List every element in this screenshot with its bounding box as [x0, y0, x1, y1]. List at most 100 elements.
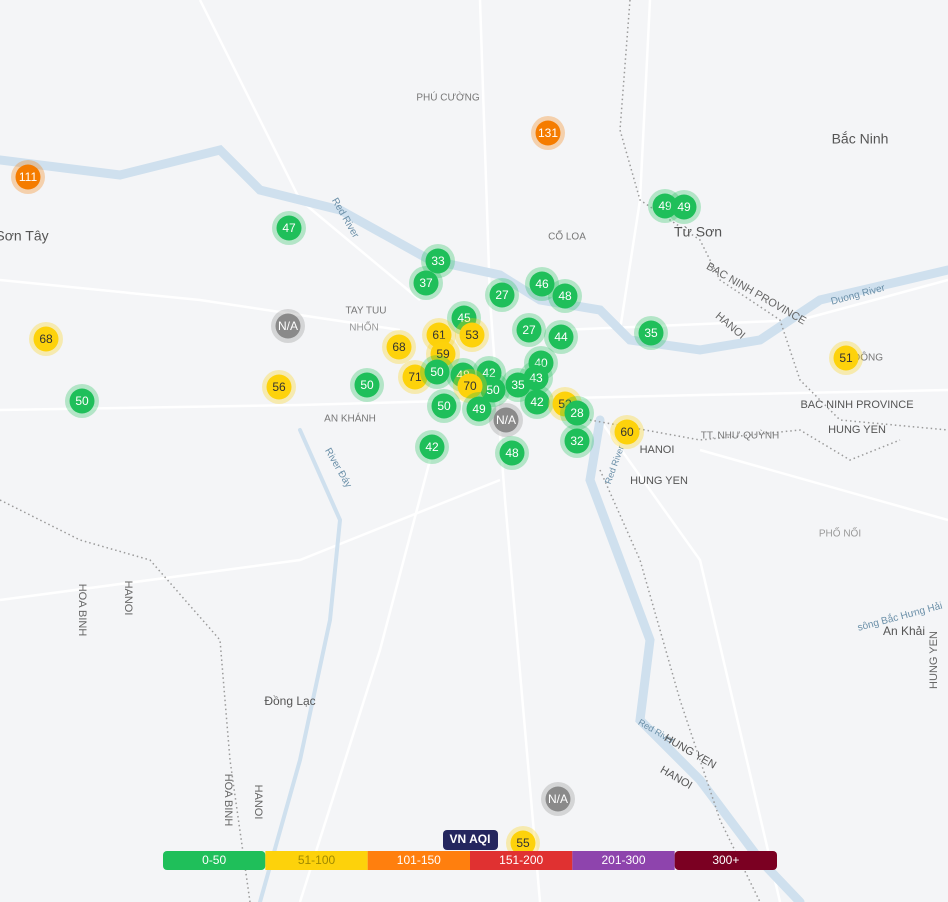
place-label: ĐÔNG — [853, 351, 883, 364]
place-label: HOA BINH — [76, 584, 88, 637]
aqi-marker[interactable]: 50 — [420, 355, 454, 389]
legend-swatch — [470, 851, 573, 870]
marker-value: N/A — [496, 413, 516, 427]
marker-dot — [614, 419, 640, 445]
marker-value: 50 — [437, 399, 451, 413]
marker-value: N/A — [278, 319, 298, 333]
legend-label: 101-150 — [397, 853, 441, 867]
place-label: HOA BINH — [222, 774, 234, 827]
place-label: Bắc Ninh — [832, 131, 889, 147]
marker-dot — [69, 388, 95, 414]
legend-swatch — [674, 851, 777, 870]
aqi-marker[interactable]: 131 — [531, 116, 565, 150]
marker-dot — [564, 400, 590, 426]
aqi-marker[interactable]: N/A — [271, 309, 305, 343]
marker-dot — [833, 345, 859, 371]
marker-dot — [489, 282, 515, 308]
aqi-marker[interactable]: 71 — [398, 360, 432, 394]
marker-dot — [505, 372, 531, 398]
marker-dot — [402, 364, 428, 390]
legend-swatch — [265, 851, 368, 870]
aqi-marker[interactable]: 44 — [544, 320, 578, 354]
aqi-marker[interactable]: 68 — [382, 330, 416, 364]
aqi-marker[interactable]: 56 — [262, 370, 296, 404]
aqi-marker[interactable]: 35 — [634, 316, 668, 350]
marker-dot — [552, 283, 578, 309]
aqi-marker[interactable]: 27 — [485, 278, 519, 312]
legend-title-badge — [443, 830, 498, 850]
aqi-marker[interactable]: 50 — [427, 389, 461, 423]
place-label: TAY TUU — [346, 306, 387, 317]
marker-value: 42 — [530, 395, 544, 409]
marker-value: 68 — [392, 340, 406, 354]
aqi-marker[interactable]: 50 — [350, 368, 384, 402]
marker-dot — [466, 396, 492, 422]
aqi-marker[interactable]: 35 — [501, 368, 535, 402]
aqi-marker[interactable]: 49 — [462, 392, 496, 426]
marker-value: 111 — [19, 170, 38, 184]
aqi-marker[interactable]: 70 — [453, 369, 487, 403]
aqi-marker[interactable]: N/A — [541, 782, 575, 816]
marker-value: N/A — [548, 792, 568, 806]
aqi-marker[interactable]: 47 — [272, 211, 306, 245]
marker-value: 43 — [529, 371, 543, 385]
place-label: BAC NINH PROVINCE — [800, 399, 913, 411]
marker-dot — [480, 377, 506, 403]
marker-value: 27 — [495, 288, 509, 302]
marker-value: 49 — [658, 199, 672, 213]
aqi-marker[interactable]: 32 — [560, 424, 594, 458]
marker-value: 61 — [432, 328, 446, 342]
legend-label: 151-200 — [499, 853, 543, 867]
marker-dot — [426, 322, 452, 348]
marker-value: 33 — [431, 254, 445, 268]
marker-value: 35 — [511, 378, 525, 392]
marker-value: 53 — [465, 328, 479, 342]
marker-dot — [564, 428, 590, 454]
marker-value: 47 — [282, 221, 296, 235]
marker-dot — [545, 786, 571, 812]
marker-dot — [671, 194, 697, 220]
marker-dot — [510, 830, 536, 856]
marker-value: 49 — [677, 200, 691, 214]
aqi-marker[interactable]: 53 — [455, 318, 489, 352]
marker-dot — [275, 313, 301, 339]
aqi-marker[interactable]: 37 — [409, 266, 443, 300]
aqi-marker[interactable]: 111 — [11, 160, 45, 194]
marker-dot — [516, 317, 542, 343]
place-label: HANOI — [252, 785, 264, 820]
aqi-marker[interactable]: 27 — [512, 313, 546, 347]
aqi-marker[interactable]: 48 — [548, 279, 582, 313]
place-label: HUNG YEN — [928, 631, 940, 689]
marker-value: 50 — [360, 378, 374, 392]
aqi-marker[interactable]: 60 — [610, 415, 644, 449]
aqi-marker[interactable]: 46 — [525, 267, 559, 301]
legend-label: 300+ — [712, 853, 739, 867]
aqi-marker[interactable]: 42 — [415, 430, 449, 464]
marker-dot — [529, 271, 555, 297]
marker-value: 51 — [839, 351, 853, 365]
aqi-marker[interactable]: 68 — [29, 322, 63, 356]
place-label: HUNG YEN — [630, 475, 688, 487]
aqi-marker[interactable]: 28 — [560, 396, 594, 430]
aqi-marker[interactable]: 49 — [648, 189, 682, 223]
aqi-marker[interactable]: 51 — [829, 341, 863, 375]
place-labels: PHÚ CƯỜNG Bắc Ninh Sơn Tây Red River CỔ LOA T… — [0, 91, 944, 827]
marker-dot — [425, 248, 451, 274]
marker-dot — [457, 373, 483, 399]
marker-value: 50 — [75, 394, 89, 408]
aqi-marker[interactable]: 49 — [667, 190, 701, 224]
marker-value: 32 — [570, 434, 584, 448]
place-label: Đồng Lạc — [264, 694, 315, 708]
marker-value: 44 — [554, 330, 568, 344]
aqi-marker[interactable]: 48 — [495, 436, 529, 470]
marker-dot — [638, 320, 664, 346]
place-label: HANOI — [640, 444, 675, 456]
place-label: CỔ LOA — [548, 230, 586, 243]
place-label: HANOI — [713, 310, 747, 342]
aqi-marker[interactable]: 33 — [421, 244, 455, 278]
aqi-marker[interactable]: 50 — [65, 384, 99, 418]
marker-dot — [459, 322, 485, 348]
aqi-marker[interactable]: 42 — [520, 385, 554, 419]
place-label: An Khải — [883, 624, 925, 638]
aqi-marker[interactable]: N/A — [489, 403, 523, 437]
